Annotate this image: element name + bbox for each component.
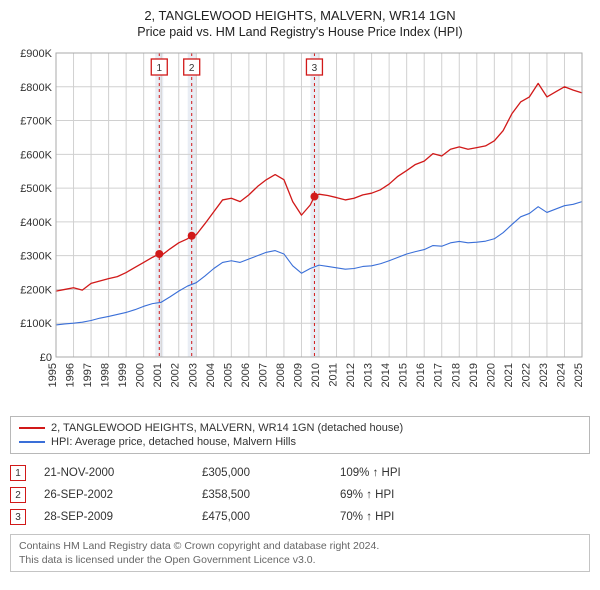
legend-label: 2, TANGLEWOOD HEIGHTS, MALVERN, WR14 1GN… [51, 422, 403, 434]
sale-date: 28-SEP-2009 [44, 511, 184, 523]
chart-area: 1 2 3 £0 £100K £200K £300K £400K £500K £600K £700K… [10, 45, 590, 410]
sale-row: 2 26-SEP-2002 £358,500 69% ↑ HPI [10, 484, 590, 506]
svg-text:£700K: £700K [20, 116, 52, 128]
svg-text:2014: 2014 [380, 363, 392, 387]
svg-text:£100K: £100K [20, 318, 52, 330]
chart-svg: 1 2 3 £0 £100K £200K £300K £400K £500K £600K £700K… [10, 45, 590, 405]
sale-price: £358,500 [202, 489, 322, 501]
sale-row: 3 28-SEP-2009 £475,000 70% ↑ HPI [10, 506, 590, 528]
footer-line1: Contains HM Land Registry data © Crown c… [19, 539, 581, 553]
svg-text:2012: 2012 [345, 363, 357, 387]
svg-text:2002: 2002 [170, 363, 182, 387]
svg-text:2005: 2005 [222, 363, 234, 387]
sale-badge: 1 [10, 465, 26, 481]
svg-text:2010: 2010 [310, 363, 322, 387]
title-subtitle: Price paid vs. HM Land Registry's House … [10, 25, 590, 39]
svg-text:£800K: £800K [20, 82, 52, 94]
sale-hpi: 70% ↑ HPI [340, 511, 460, 523]
svg-text:£900K: £900K [20, 48, 52, 60]
attribution-footer: Contains HM Land Registry data © Crown c… [10, 534, 590, 572]
svg-text:2000: 2000 [135, 363, 147, 387]
svg-text:2015: 2015 [398, 363, 410, 387]
svg-text:£400K: £400K [20, 217, 52, 229]
title-block: 2, TANGLEWOOD HEIGHTS, MALVERN, WR14 1GN… [10, 8, 590, 39]
sale-price: £475,000 [202, 511, 322, 523]
sale-hpi: 69% ↑ HPI [340, 489, 460, 501]
svg-text:3: 3 [312, 63, 318, 74]
svg-text:1: 1 [156, 63, 162, 74]
sale-row: 1 21-NOV-2000 £305,000 109% ↑ HPI [10, 462, 590, 484]
legend-item: HPI: Average price, detached house, Malv… [19, 435, 581, 449]
svg-text:2024: 2024 [555, 363, 567, 387]
legend-item: 2, TANGLEWOOD HEIGHTS, MALVERN, WR14 1GN… [19, 421, 581, 435]
sale-price: £305,000 [202, 467, 322, 479]
svg-text:2003: 2003 [187, 363, 199, 387]
svg-text:1997: 1997 [82, 363, 94, 387]
svg-text:£0: £0 [40, 352, 52, 364]
sale-hpi: 109% ↑ HPI [340, 467, 460, 479]
title-address: 2, TANGLEWOOD HEIGHTS, MALVERN, WR14 1GN [10, 8, 590, 23]
svg-text:2018: 2018 [450, 363, 462, 387]
sale-date: 26-SEP-2002 [44, 489, 184, 501]
svg-text:2022: 2022 [520, 363, 532, 387]
svg-text:2017: 2017 [433, 363, 445, 387]
svg-text:2008: 2008 [275, 363, 287, 387]
svg-text:2006: 2006 [240, 363, 252, 387]
legend-swatch [19, 427, 45, 429]
svg-text:2025: 2025 [573, 363, 585, 387]
svg-text:1995: 1995 [47, 363, 59, 387]
svg-text:1998: 1998 [100, 363, 112, 387]
svg-text:2009: 2009 [292, 363, 304, 387]
svg-text:1996: 1996 [65, 363, 77, 387]
svg-text:£600K: £600K [20, 149, 52, 161]
sales-table: 1 21-NOV-2000 £305,000 109% ↑ HPI 2 26-SEP-20… [10, 462, 590, 528]
svg-text:£500K: £500K [20, 183, 52, 195]
sale-badge: 3 [10, 509, 26, 525]
sale-badge: 2 [10, 487, 26, 503]
svg-text:2019: 2019 [468, 363, 480, 387]
svg-text:2: 2 [189, 63, 195, 74]
chart-container: 2, TANGLEWOOD HEIGHTS, MALVERN, WR14 1GN… [0, 0, 600, 580]
svg-text:£200K: £200K [20, 284, 52, 296]
svg-text:2013: 2013 [363, 363, 375, 387]
sale-date: 21-NOV-2000 [44, 467, 184, 479]
svg-text:£300K: £300K [20, 251, 52, 263]
legend-swatch [19, 441, 45, 443]
svg-text:2020: 2020 [485, 363, 497, 387]
footer-line2: This data is licensed under the Open Gov… [19, 553, 581, 567]
svg-text:2023: 2023 [538, 363, 550, 387]
svg-text:1999: 1999 [117, 363, 129, 387]
svg-text:2016: 2016 [415, 363, 427, 387]
svg-text:2007: 2007 [257, 363, 269, 387]
svg-text:2001: 2001 [152, 363, 164, 387]
svg-text:2021: 2021 [503, 363, 515, 387]
svg-text:2004: 2004 [205, 363, 217, 387]
legend-label: HPI: Average price, detached house, Malv… [51, 436, 296, 448]
legend-box: 2, TANGLEWOOD HEIGHTS, MALVERN, WR14 1GN… [10, 416, 590, 454]
svg-text:2011: 2011 [328, 363, 340, 387]
